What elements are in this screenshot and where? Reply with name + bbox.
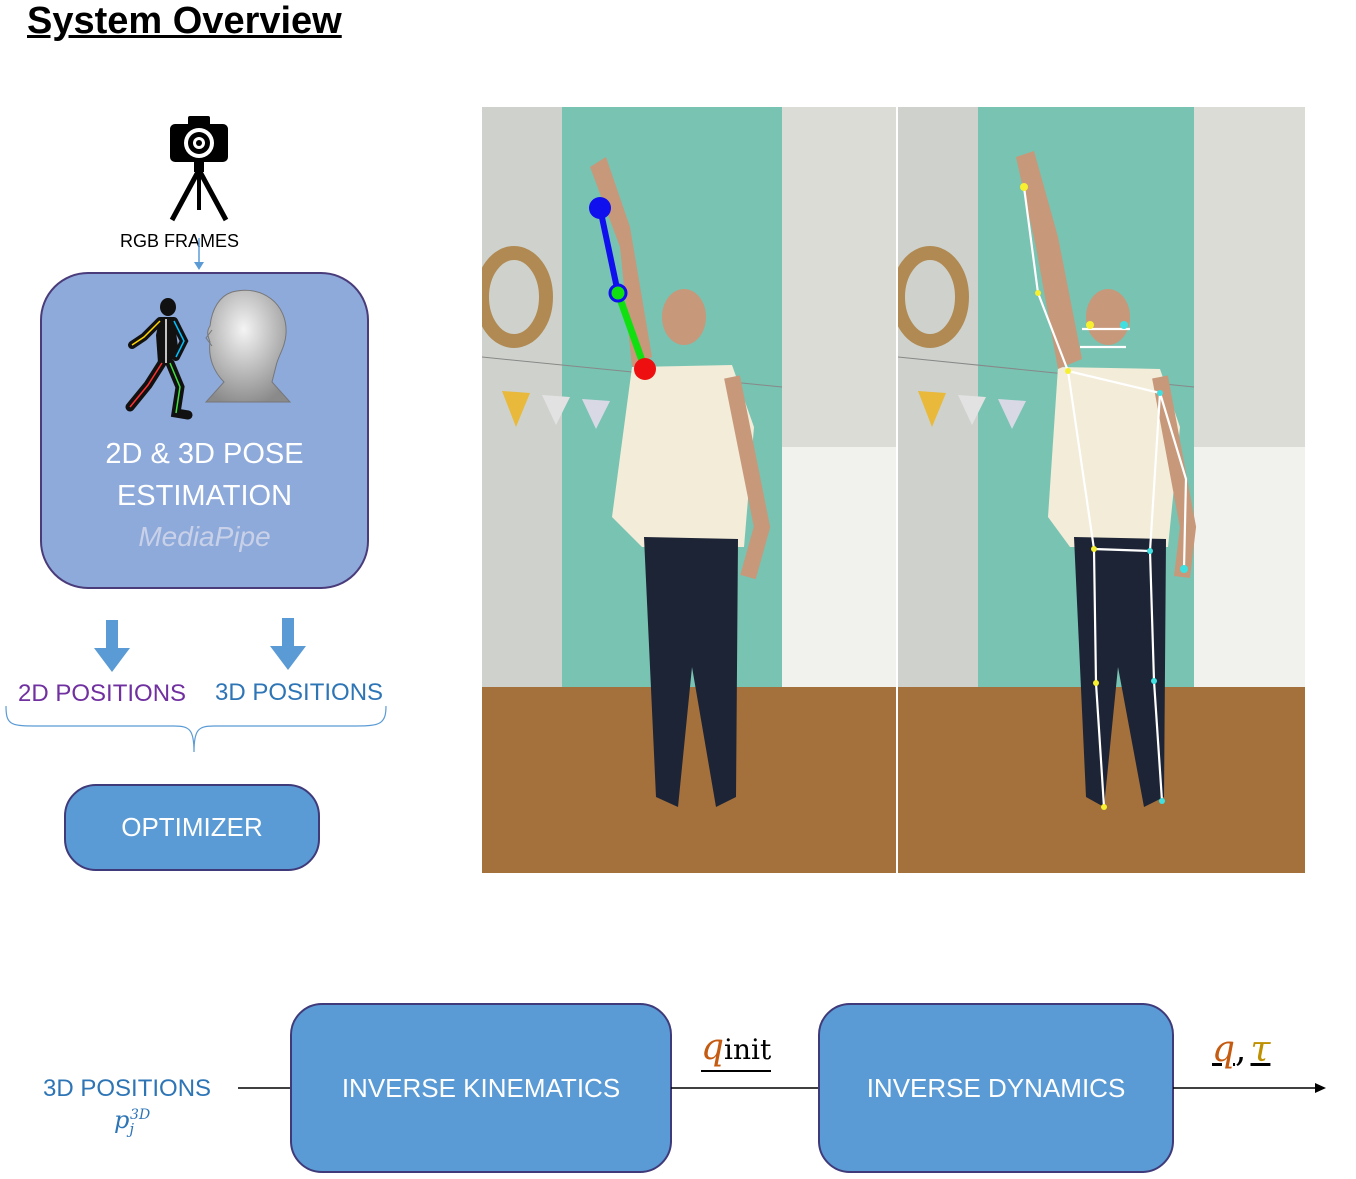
- q-init-sub: init: [724, 1033, 772, 1066]
- output-comma: ,: [1235, 1029, 1247, 1070]
- q-init-symbol: qinit: [701, 1027, 772, 1072]
- pose-estimation-box: 2D & 3D POSE ESTIMATION MediaPipe: [40, 272, 369, 589]
- label-3d-positions: 3D POSITIONS: [215, 679, 384, 706]
- camera-arrow: [194, 238, 204, 270]
- inverse-dynamics-box: INVERSE DYNAMICS: [818, 1003, 1174, 1173]
- pipeline-line-mid: [671, 1087, 821, 1089]
- inverse-kinematics-box: INVERSE KINEMATICS: [290, 1003, 672, 1173]
- photo-2d-keypoints: [482, 107, 896, 873]
- mediapipe-label: MediaPipe: [138, 520, 271, 552]
- positions-brace: [5, 705, 387, 753]
- rgb-frames-label: RGB FRAMES: [120, 231, 240, 251]
- face-mesh-icon: [204, 289, 292, 403]
- running-skeleton-icon: [125, 298, 193, 420]
- symbol-p: p: [114, 1106, 130, 1134]
- q-init-q: q: [701, 1027, 725, 1068]
- output-q: q: [1212, 1029, 1236, 1070]
- output-tau: τ: [1250, 1029, 1271, 1070]
- camera-tripod-icon: [169, 116, 229, 222]
- page-title: System Overview: [27, 0, 342, 42]
- output-symbols: q, τ: [1212, 1030, 1270, 1070]
- pipeline-output-arrow: [1173, 1083, 1326, 1093]
- photo-3d-skeleton: [898, 107, 1305, 873]
- symbol-p-sup: 3D: [130, 1107, 151, 1123]
- id-label: INVERSE DYNAMICS: [866, 1072, 1126, 1103]
- label-2d-positions: 2D POSITIONS: [18, 680, 187, 707]
- symbol-p-sub: j: [129, 1119, 135, 1138]
- pipeline-input-label: 3D POSITIONS: [43, 1075, 212, 1102]
- arrow-2d: [94, 620, 130, 672]
- pipeline-line-input: [238, 1087, 294, 1089]
- optimizer-label: OPTIMIZER: [121, 812, 263, 842]
- pose-label-line2: ESTIMATION: [116, 479, 293, 512]
- pose-label-line1: 2D & 3D POSE: [105, 437, 304, 470]
- ik-label: INVERSE KINEMATICS: [341, 1072, 621, 1103]
- optimizer-box: OPTIMIZER: [64, 784, 320, 871]
- pipeline-input-symbol: pj3D: [114, 1106, 150, 1138]
- arrow-3d: [270, 618, 306, 670]
